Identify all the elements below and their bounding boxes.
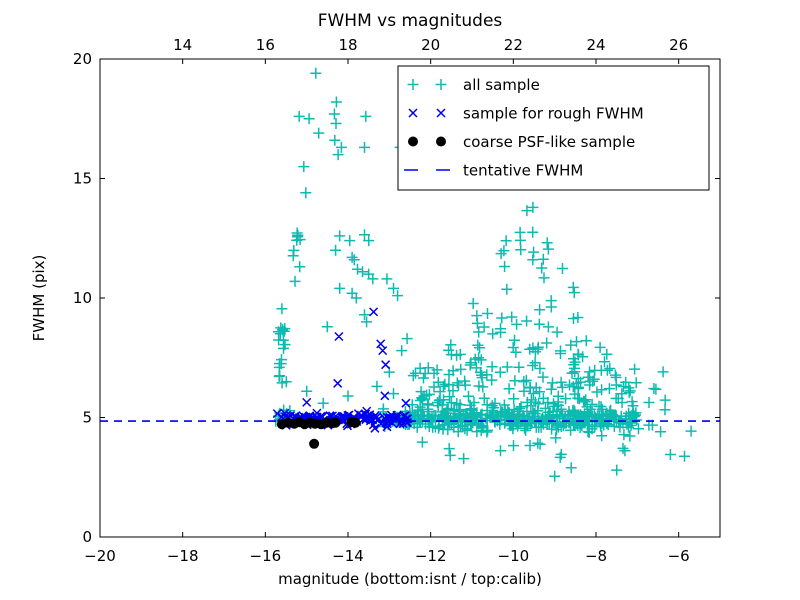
x-tick-label-bottom: −14 [332, 547, 364, 565]
chart-title: FWHM vs magnitudes [318, 11, 503, 31]
dot-marker-icon [408, 136, 418, 147]
x-tick-label-top: 18 [338, 36, 357, 54]
x-tick-label-bottom: −16 [250, 547, 282, 565]
y-tick-label: 5 [82, 409, 92, 427]
x-axis-label: magnitude (bottom:isnt / top:calib) [278, 570, 542, 588]
y-axis-label: FWHM (pix) [30, 255, 48, 342]
legend-label-1: sample for rough FWHM [463, 105, 644, 123]
series-all-sample [270, 67, 697, 482]
y-tick-label: 10 [73, 289, 92, 307]
legend-label-2: coarse PSF-like sample [463, 133, 635, 151]
x-tick-label-top: 14 [173, 36, 192, 54]
legend-entry-2: coarse PSF-like sample [408, 133, 635, 151]
legend-label-0: all sample [463, 76, 540, 94]
plus-marker-icon [407, 79, 447, 90]
series-rough-fwhm [272, 307, 413, 433]
y-tick-label: 20 [73, 50, 92, 68]
x-tick-label-bottom: −6 [668, 547, 690, 565]
x-tick-label-bottom: −12 [415, 547, 447, 565]
dot-marker-icon [436, 136, 446, 147]
x-tick-label-top: 24 [586, 36, 605, 54]
x-tick-label-top: 16 [256, 36, 275, 54]
x-tick-label-top: 20 [421, 36, 440, 54]
x-tick-label-bottom: −18 [167, 547, 199, 565]
scatter-series-group [100, 67, 720, 482]
legend-label-3: tentative FWHM [463, 162, 583, 180]
y-tick-label: 15 [73, 170, 92, 188]
axes-frame-group: −20 −18 −16 −14 −12 −10 −8 −6 14 16 18 20 22 24 26 0 5 10… [73, 36, 721, 565]
x-tick-label-top: 26 [669, 36, 688, 54]
y-tick-label: 0 [82, 528, 92, 546]
x-tick-label-bottom: −8 [585, 547, 607, 565]
legend-entry-0: all sample [407, 76, 540, 94]
x-tick-label-bottom: −20 [84, 547, 116, 565]
x-marker-icon [408, 108, 446, 118]
x-tick-label-top: 22 [504, 36, 523, 54]
series-psf-like [276, 417, 361, 449]
legend-entry-3: tentative FWHM [404, 162, 583, 180]
legend-box: all sample sample for rough FWHM coarse PS… [397, 65, 710, 191]
legend-entry-1: sample for rough FWHM [408, 105, 644, 123]
x-tick-label-bottom: −10 [498, 547, 530, 565]
